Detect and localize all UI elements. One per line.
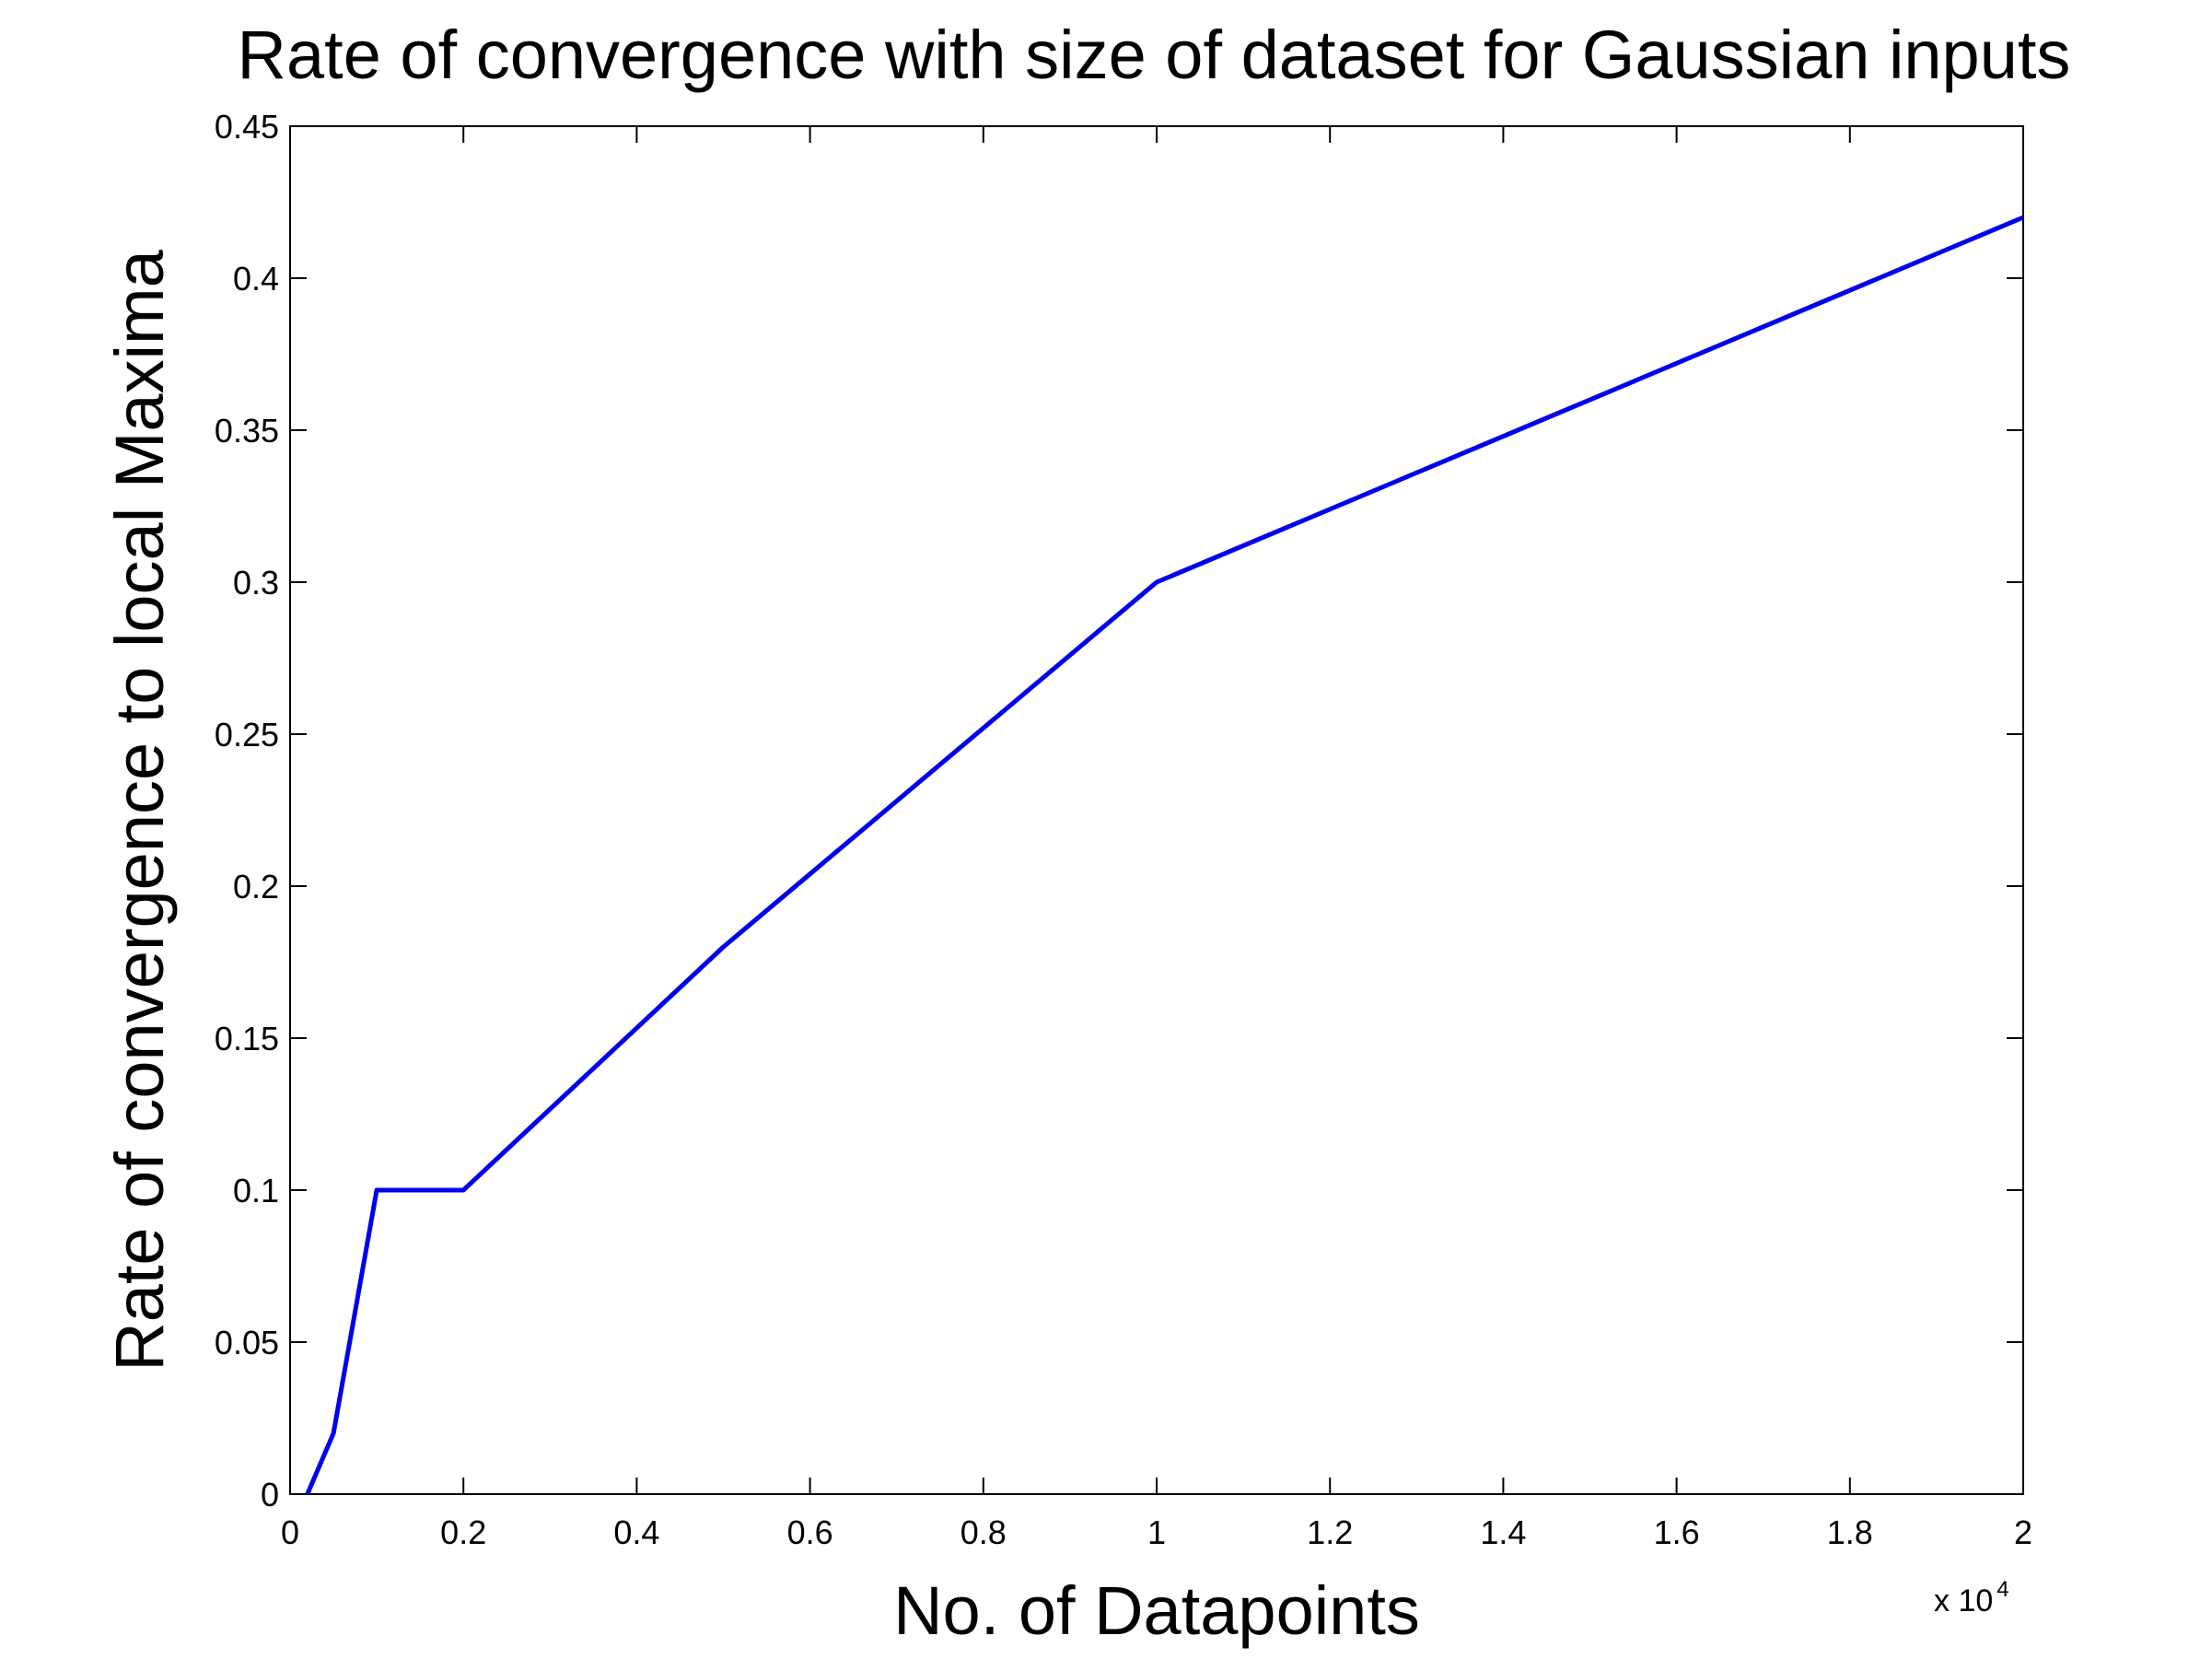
- y-tick-label: 0.2: [233, 868, 279, 905]
- x-tick-label: 1.4: [1480, 1513, 1526, 1551]
- x-axis-multiplier: x 10 4: [1934, 1577, 2009, 1618]
- y-tick-label: 0.1: [233, 1172, 279, 1209]
- plot-area-frame: [289, 125, 2024, 1495]
- x-axis-label: No. of Datapoints: [893, 1572, 1420, 1649]
- y-tick-label: 0.05: [215, 1324, 279, 1361]
- x-tick-labels: 0 0.2 0.4 0.6 0.8 1 1.2 1.4 1.6 1.8 2: [281, 1513, 2032, 1551]
- x-tick-label: 0.4: [613, 1513, 659, 1551]
- x-axis-multiplier-base: x 10: [1934, 1583, 1993, 1618]
- y-tick-label: 0.15: [215, 1020, 279, 1057]
- x-tick-label: 1.2: [1307, 1513, 1353, 1551]
- y-tick-labels: 0 0.05 0.1 0.15 0.2 0.25 0.3 0.35 0.4 0.45: [215, 108, 279, 1513]
- series-line: [305, 215, 2024, 1495]
- x-tick-label: 0.8: [960, 1513, 1007, 1551]
- chart-title: Rate of convergence with size of dataset…: [238, 17, 2071, 93]
- x-tick-label: 1: [1147, 1513, 1166, 1551]
- y-tick-label: 0.4: [233, 260, 279, 298]
- x-tick-label: 0.6: [787, 1513, 833, 1551]
- x-tick-label: 2: [2014, 1513, 2032, 1551]
- y-tick-label: 0.3: [233, 564, 279, 602]
- x-tick-label: 0.2: [440, 1513, 486, 1551]
- x-axis-multiplier-exponent: 4: [1997, 1577, 2008, 1602]
- data-series: [305, 215, 2024, 1495]
- axis-ticks: [289, 125, 2024, 1495]
- x-tick-label: 0: [281, 1513, 299, 1551]
- y-tick-label: 0.45: [215, 108, 279, 146]
- y-tick-label: 0.35: [215, 412, 279, 450]
- y-axis-label: Rate of convergence to local Maxima: [101, 249, 178, 1371]
- x-tick-label: 1.8: [1827, 1513, 1873, 1551]
- x-tick-label: 1.6: [1654, 1513, 1700, 1551]
- y-tick-label: 0: [261, 1476, 279, 1513]
- y-tick-label: 0.25: [215, 716, 279, 754]
